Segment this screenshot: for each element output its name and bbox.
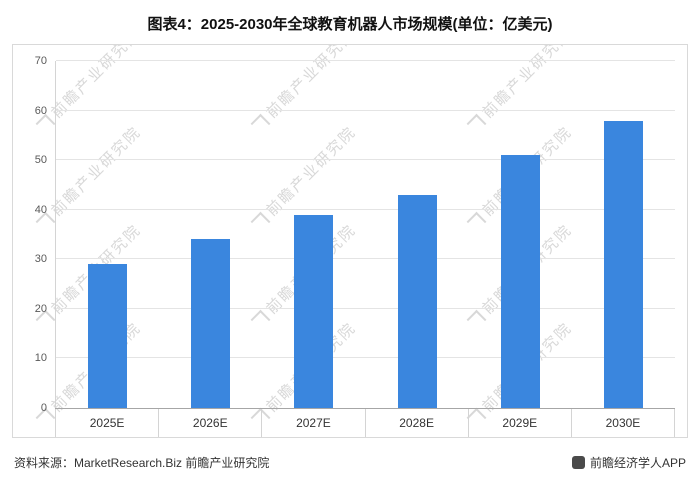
bar-column [469, 61, 572, 408]
x-axis-labels: 2025E 2026E 2027E 2028E 2029E 2030E [55, 408, 676, 437]
x-tick-label: 2027E [262, 409, 366, 437]
gridline [56, 357, 675, 359]
credit-text: 前瞻经济学人APP [589, 456, 686, 470]
y-tick-label: 0 [40, 402, 47, 414]
bar-2027E [294, 214, 334, 408]
y-tick-label: 60 [34, 104, 47, 117]
bar-column [572, 61, 675, 408]
plot-area [55, 60, 675, 408]
bar-2025E [88, 264, 128, 408]
bar-2028E [397, 194, 437, 408]
bar-column [56, 61, 159, 408]
x-tick-label: 2028E [366, 409, 469, 437]
gridline [56, 159, 675, 161]
app-icon [571, 456, 585, 469]
gridline [56, 208, 675, 210]
y-tick-label: 30 [34, 253, 47, 266]
y-tick-label: 70 [34, 55, 47, 67]
gridline [56, 60, 675, 61]
x-tick-label: 2029E [469, 409, 572, 437]
bar-column [159, 61, 262, 408]
y-tick-label: 50 [34, 154, 47, 167]
gridline [56, 307, 675, 309]
credit-note: 前瞻经济学人APP [571, 454, 686, 471]
chart-area: 前瞻产业研究院前瞻产业研究院前瞻产业研究院前瞻产业研究院前瞻产业研究院前瞻产业研… [12, 44, 688, 438]
y-tick-label: 20 [34, 302, 47, 315]
gridline [56, 258, 675, 260]
x-tick-label: 2030E [572, 409, 676, 437]
chart-title: 图表4：2025-2030年全球教育机器人市场规模(单位：亿美元) [147, 16, 553, 33]
footer: 资料来源：MarketResearch.Biz 前瞻产业研究院 前瞻经济学人AP… [14, 454, 686, 471]
y-tick-label: 10 [34, 352, 47, 365]
bar-column [262, 61, 365, 408]
bar-2030E [603, 120, 643, 408]
y-tick-label: 40 [34, 203, 47, 216]
bar-column [366, 61, 469, 408]
bars-container [56, 61, 675, 408]
plot-row: 0 10 20 30 40 50 60 70 [19, 55, 675, 414]
gridline [56, 109, 675, 111]
bar-2029E [500, 155, 540, 408]
bar-2026E [191, 239, 231, 408]
source-note: 资料来源：MarketResearch.Biz 前瞻产业研究院 [14, 456, 270, 470]
x-tick-label: 2026E [159, 409, 263, 437]
x-tick-label: 2025E [55, 409, 160, 437]
y-axis-labels: 0 10 20 30 40 50 60 70 [19, 55, 55, 414]
